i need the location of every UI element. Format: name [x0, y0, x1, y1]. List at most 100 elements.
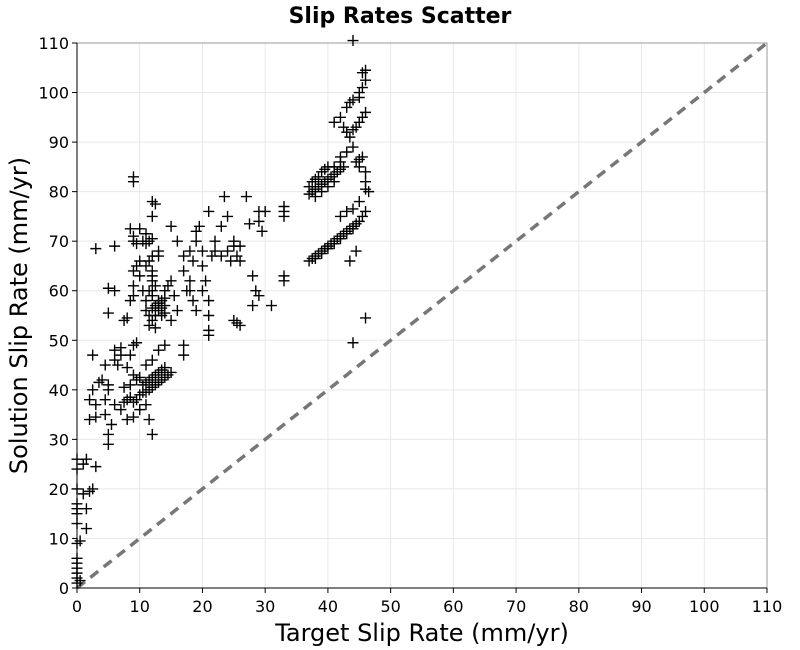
- y-tick-label: 80: [49, 183, 69, 202]
- y-axis-ticks: 0 10 20 30 40 50 60 70 80 90 100 110: [38, 34, 77, 598]
- data-point: [127, 171, 139, 183]
- data-point: [334, 151, 346, 163]
- x-tick-label: 80: [569, 597, 589, 616]
- data-point: [303, 181, 315, 193]
- data-point: [102, 438, 114, 450]
- data-point: [341, 146, 353, 158]
- data-point: [341, 101, 353, 113]
- data-points: [71, 35, 375, 589]
- data-point: [84, 394, 96, 406]
- data-point: [121, 394, 133, 406]
- data-point: [347, 203, 359, 215]
- data-point: [118, 381, 130, 393]
- data-point: [77, 458, 89, 470]
- data-point: [127, 339, 139, 351]
- data-point: [203, 310, 215, 321]
- data-point: [99, 359, 111, 371]
- data-point: [124, 391, 136, 403]
- data-point: [156, 374, 168, 386]
- data-point: [131, 374, 143, 386]
- data-point: [102, 282, 114, 294]
- data-point: [87, 384, 99, 396]
- data-point: [250, 285, 262, 297]
- data-point: [184, 245, 196, 257]
- data-point: [74, 535, 86, 547]
- data-point: [131, 260, 143, 272]
- data-point: [159, 362, 171, 374]
- data-point: [316, 166, 328, 178]
- data-point: [171, 235, 183, 247]
- data-point: [231, 317, 243, 329]
- data-point: [124, 295, 136, 307]
- y-tick-label: 60: [49, 282, 69, 301]
- data-point: [316, 248, 328, 260]
- data-point: [140, 295, 152, 307]
- data-point: [360, 183, 372, 195]
- data-point: [353, 116, 365, 128]
- data-point: [203, 295, 215, 307]
- x-tick-label: 50: [380, 597, 400, 616]
- data-point: [196, 260, 208, 272]
- x-tick-label: 60: [443, 597, 463, 616]
- data-point: [344, 96, 356, 108]
- data-point: [134, 389, 146, 401]
- data-point: [140, 260, 152, 272]
- data-point: [149, 369, 161, 381]
- data-point: [334, 210, 346, 222]
- data-point: [99, 394, 111, 406]
- data-point: [347, 35, 359, 47]
- data-point: [178, 265, 190, 277]
- data-point: [143, 414, 155, 426]
- data-point: [360, 74, 372, 86]
- data-point: [316, 186, 328, 198]
- data-point: [118, 396, 130, 408]
- y-tick-label: 90: [49, 133, 69, 152]
- data-point: [159, 307, 171, 319]
- data-point: [134, 371, 146, 383]
- data-point: [127, 230, 139, 242]
- data-point: [253, 290, 265, 302]
- data-point: [140, 238, 152, 250]
- data-point: [184, 285, 196, 297]
- data-point: [140, 399, 152, 411]
- reference-line-y-equals-x: [75, 41, 769, 590]
- data-point: [165, 314, 177, 326]
- data-point: [80, 503, 92, 515]
- data-point: [146, 233, 158, 245]
- x-tick-label: 30: [255, 597, 275, 616]
- data-point: [278, 210, 290, 222]
- data-point: [247, 270, 259, 282]
- data-point: [206, 250, 218, 262]
- data-point: [325, 171, 337, 183]
- data-point: [143, 255, 155, 267]
- data-point: [253, 215, 265, 227]
- data-point: [165, 366, 177, 378]
- data-point: [303, 255, 315, 267]
- x-tick-label: 0: [72, 597, 82, 616]
- data-point: [222, 210, 234, 222]
- data-point: [140, 305, 152, 317]
- data-point: [347, 223, 359, 235]
- data-point: [338, 121, 350, 133]
- data-point: [146, 210, 158, 222]
- data-point: [134, 223, 146, 235]
- data-point: [178, 339, 190, 351]
- data-point: [319, 163, 331, 175]
- data-point: [109, 285, 121, 297]
- data-point: [146, 381, 158, 393]
- data-point: [193, 220, 205, 232]
- data-point: [127, 290, 139, 302]
- data-point: [234, 240, 246, 252]
- data-point: [140, 376, 152, 388]
- data-point: [140, 228, 152, 240]
- data-point: [124, 379, 136, 391]
- x-tick-label: 20: [192, 597, 212, 616]
- data-point: [228, 235, 240, 247]
- data-point: [146, 270, 158, 282]
- x-axis-label: Target Slip Rate (mm/yr): [274, 619, 569, 647]
- data-point: [109, 344, 121, 356]
- data-point: [149, 280, 161, 292]
- data-point: [127, 265, 139, 277]
- data-point: [153, 245, 165, 257]
